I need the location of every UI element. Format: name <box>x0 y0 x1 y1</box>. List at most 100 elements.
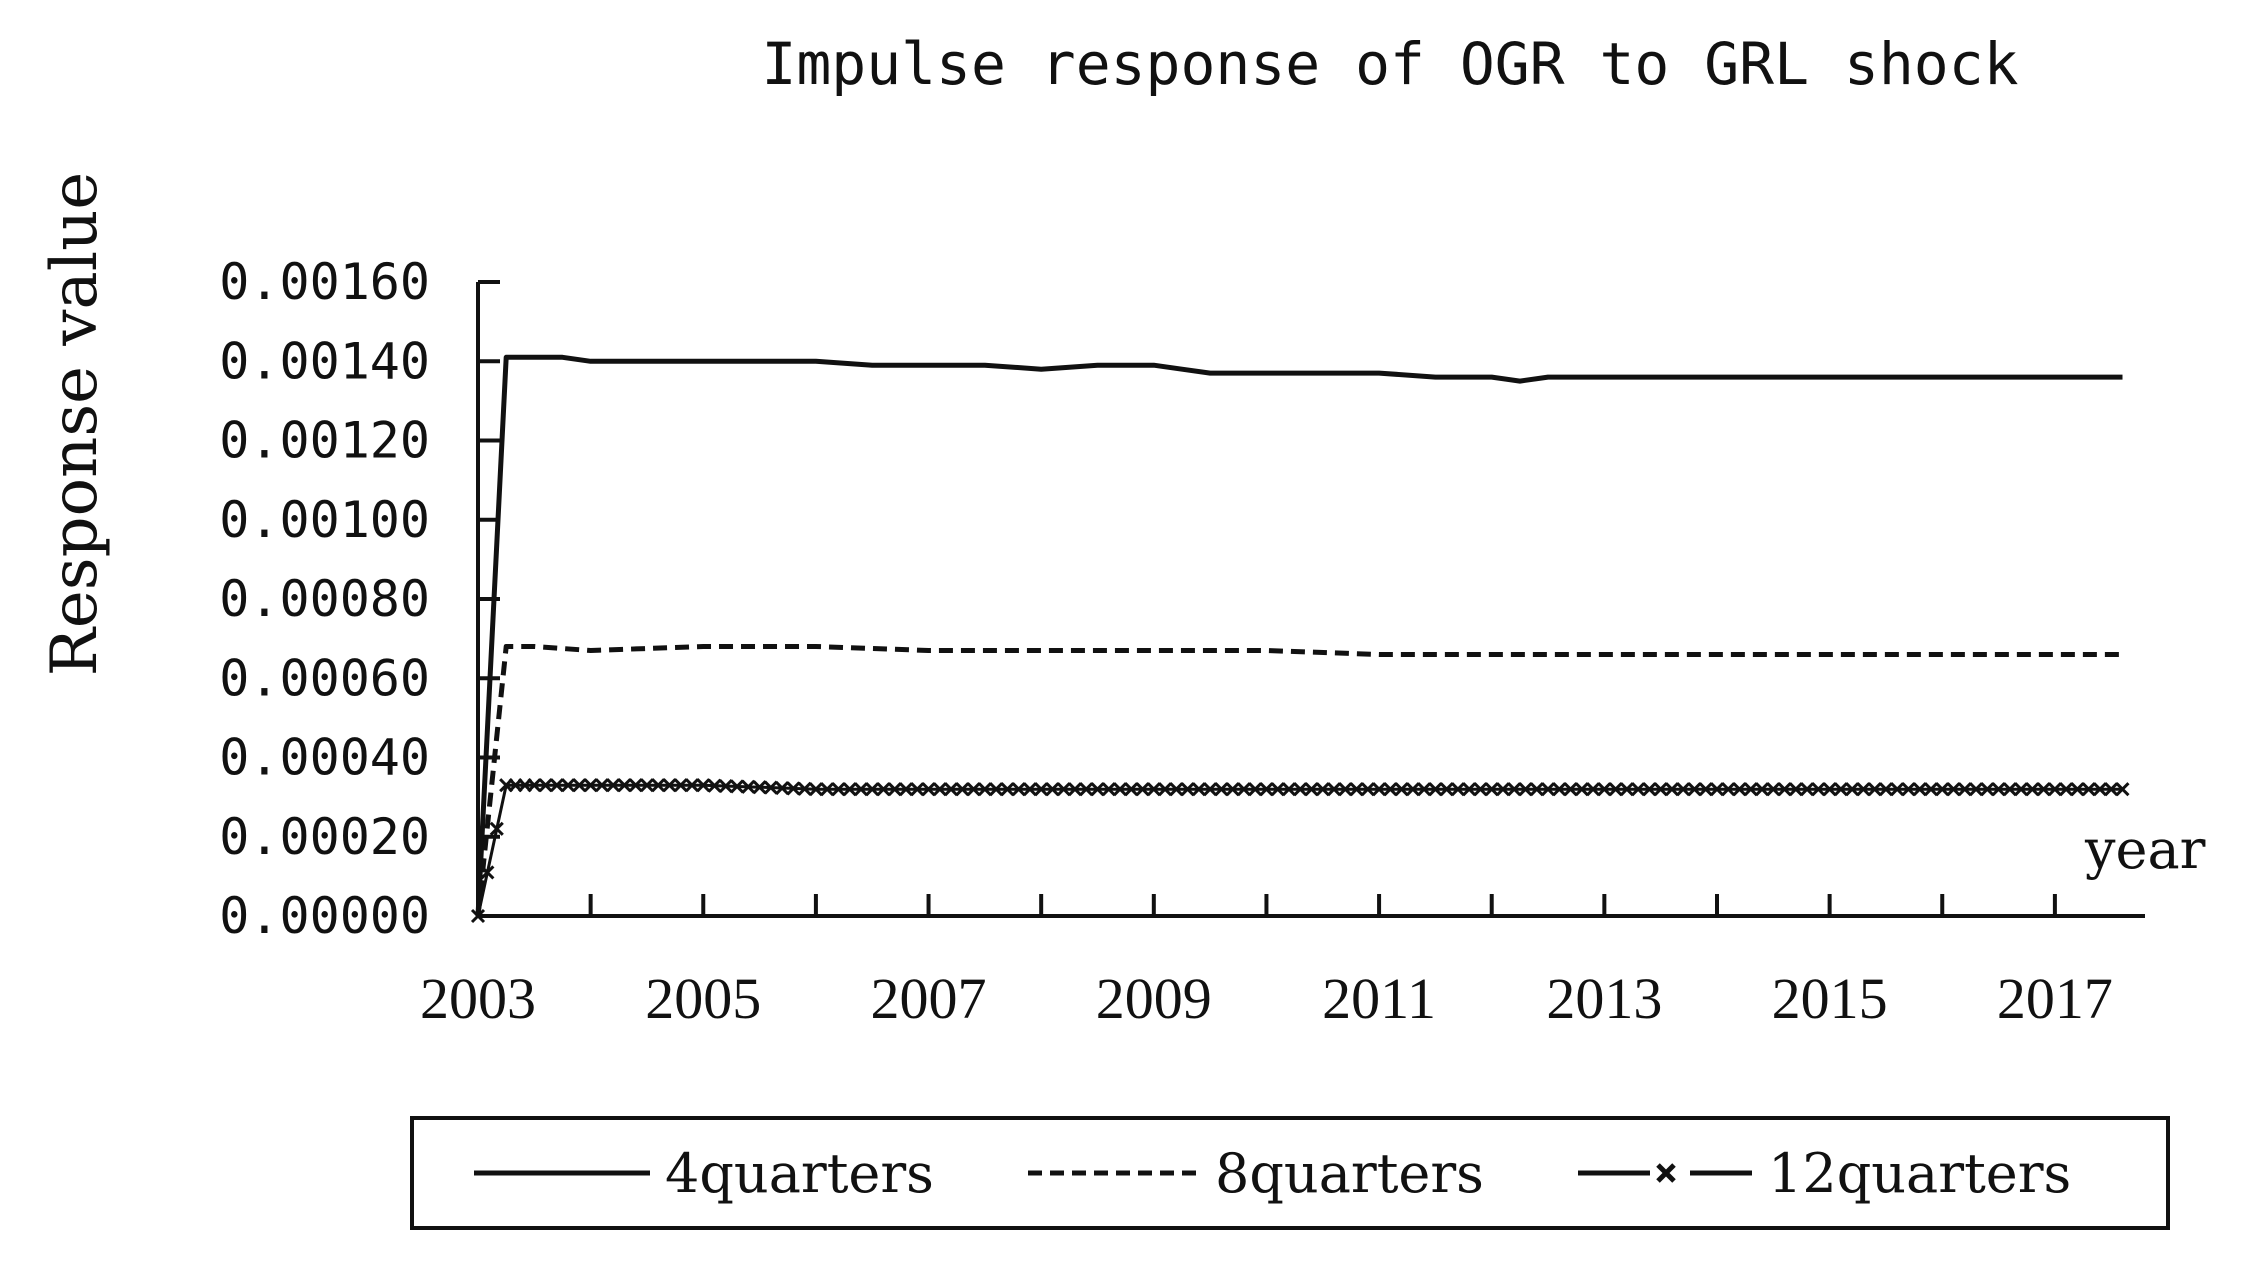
series-marker-12quarters <box>1135 782 1150 797</box>
series-marker-12quarters <box>1056 782 1071 797</box>
series-marker-12quarters <box>1180 782 1195 797</box>
y-tick-label: 0.00100 <box>219 491 430 549</box>
series-marker-12quarters <box>1833 782 1848 797</box>
series-marker-12quarters <box>1045 782 1060 797</box>
series-marker-12quarters <box>628 778 643 793</box>
series-marker-12quarters <box>561 778 576 793</box>
series-marker-12quarters <box>853 782 869 797</box>
series-marker-12quarters <box>944 782 959 797</box>
series-marker-12quarters <box>572 778 587 793</box>
series-marker-12quarters <box>1563 782 1578 797</box>
series-marker-12quarters <box>1957 782 1972 797</box>
series-marker-12quarters <box>1000 782 1015 797</box>
series-marker-12quarters <box>2002 782 2017 797</box>
series-marker-12quarters <box>1980 782 1995 797</box>
series-marker-12quarters <box>1462 782 1477 797</box>
series-marker-12quarters <box>955 782 970 797</box>
y-tick-label: 0.00120 <box>219 412 430 470</box>
series-marker-12quarters <box>808 782 823 797</box>
series-line-8quarters <box>475 644 2123 917</box>
series-marker-12quarters <box>786 781 801 796</box>
series-marker-12quarters <box>1552 782 1567 797</box>
series-marker-12quarters <box>606 778 621 793</box>
series-marker-12quarters <box>2025 782 2040 797</box>
series-marker-12quarters <box>1800 782 1815 797</box>
series-marker-12quarters <box>1698 782 1713 797</box>
series-marker-12quarters <box>1518 782 1533 797</box>
series-marker-12quarters <box>1101 782 1116 797</box>
series-marker-12quarters <box>898 782 914 797</box>
plot-area <box>470 354 2130 924</box>
legend: 4quarters 8quarters 12quarters <box>410 1116 2170 1230</box>
series-marker-12quarters <box>651 778 666 793</box>
y-tick-label: 0.00060 <box>219 649 430 707</box>
x-tick-label: 2013 <box>1546 966 1662 1031</box>
series-marker-12quarters <box>1991 782 2006 797</box>
series-marker-12quarters <box>2036 782 2051 797</box>
series-marker-12quarters <box>1011 782 1026 797</box>
y-axis-ticks: 0.00000 0.00020 0.00040 0.00060 0.00080 0.001… <box>219 253 500 945</box>
series-marker-12quarters <box>1586 782 1601 797</box>
series-marker-12quarters <box>1935 782 1950 797</box>
series-marker-12quarters <box>1676 782 1691 797</box>
series-marker-12quarters <box>1146 782 1161 797</box>
series-marker-12quarters <box>1608 782 1623 797</box>
series-marker-12quarters <box>1236 782 1251 797</box>
x-tick-label: 2011 <box>1322 966 1436 1031</box>
series-marker-12quarters <box>977 782 992 797</box>
series-marker-12quarters <box>1372 782 1387 797</box>
chart-title: Impulse response of OGR to GRL shock <box>761 30 2018 98</box>
x-tick-label: 2005 <box>645 966 761 1031</box>
series-marker-12quarters <box>1090 782 1105 797</box>
series-marker-12quarters <box>1822 782 1837 797</box>
x-tick-label: 2003 <box>420 966 536 1031</box>
series-marker-12quarters <box>617 778 632 793</box>
series-marker-12quarters <box>1417 782 1432 797</box>
series-marker-12quarters <box>1259 782 1274 797</box>
series-marker-12quarters <box>741 779 756 794</box>
series-marker-12quarters <box>1158 782 1173 797</box>
series-marker-12quarters <box>1946 782 1961 797</box>
series-marker-12quarters <box>797 781 812 796</box>
series-marker-12quarters <box>2092 782 2108 797</box>
series-marker-12quarters <box>1248 782 1263 797</box>
y-tick-label: 0.00020 <box>219 808 430 866</box>
series-marker-12quarters <box>989 782 1004 797</box>
series-marker-12quarters <box>1529 782 1544 797</box>
series-marker-12quarters <box>1901 782 1916 797</box>
series-marker-12quarters <box>1112 782 1128 797</box>
series-marker-12quarters <box>1293 782 1308 797</box>
series-marker-12quarters <box>865 782 880 797</box>
y-tick-label: 0.00080 <box>219 570 430 628</box>
series-marker-12quarters <box>910 782 925 797</box>
series-marker-12quarters <box>1856 782 1871 797</box>
x-axis-ticks: 2003 2005 2007 2009 2011 2013 2015 2017 <box>420 894 2113 1031</box>
series-marker-12quarters <box>2047 782 2062 797</box>
series-marker-12quarters <box>1473 782 1488 797</box>
series-marker-12quarters <box>842 782 857 797</box>
series-marker-12quarters <box>1439 782 1454 797</box>
series-marker-12quarters <box>1022 782 1037 797</box>
series-marker-12quarters <box>1867 782 1882 797</box>
series-marker-12quarters <box>775 780 790 796</box>
series-marker-12quarters <box>1450 782 1465 797</box>
series-marker-12quarters <box>673 778 688 793</box>
series-marker-12quarters <box>1191 782 1206 797</box>
y-tick-label: 0.00140 <box>219 332 430 390</box>
series-marker-12quarters <box>684 778 700 793</box>
series-marker-12quarters <box>1304 782 1319 797</box>
series-marker-12quarters <box>820 782 835 797</box>
series-marker-12quarters <box>2104 782 2119 797</box>
series-marker-12quarters <box>932 782 947 797</box>
series-marker-12quarters <box>1383 782 1398 797</box>
series-marker-12quarters <box>1540 782 1556 797</box>
series-marker-12quarters <box>1495 782 1511 797</box>
series-marker-12quarters <box>1732 782 1747 797</box>
series-marker-12quarters <box>1878 782 1893 797</box>
series-marker-12quarters <box>1923 782 1939 797</box>
series-marker-12quarters <box>1653 782 1668 797</box>
series-marker-12quarters <box>831 782 846 797</box>
series-marker-12quarters <box>1721 782 1736 797</box>
series-marker-12quarters <box>1315 782 1330 797</box>
series-marker-12quarters <box>639 778 655 793</box>
